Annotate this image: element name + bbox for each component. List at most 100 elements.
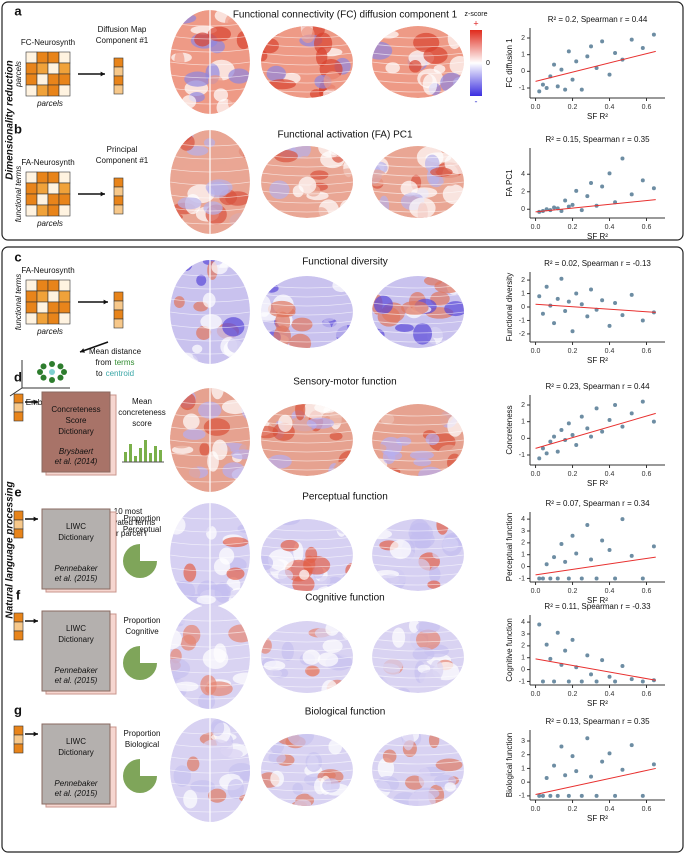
matrix-cell (58, 290, 71, 303)
point (540, 446, 545, 451)
brain-patch (313, 207, 329, 218)
brain (372, 621, 464, 693)
brain-patch (203, 739, 230, 752)
brain-patch (452, 574, 464, 591)
brain (261, 146, 353, 218)
point (600, 184, 605, 189)
brain-patch (207, 181, 229, 198)
colorbar-low: - (475, 96, 478, 106)
schematic-text: functional terms (14, 274, 23, 330)
embedding-dot (49, 377, 55, 383)
vector-cell (113, 195, 124, 206)
schematic-text: from terms (96, 358, 135, 367)
brain-patch (372, 31, 381, 40)
brain-patch (327, 146, 340, 156)
point (640, 399, 645, 404)
y-tick-label: 2 (521, 189, 525, 196)
y-tick-label: 4 (521, 619, 525, 626)
gyrus (261, 43, 353, 48)
point (537, 89, 542, 94)
schematic-span: terms (115, 358, 135, 367)
brain-patch (419, 669, 442, 688)
panel-label: f (16, 587, 21, 602)
gyrus (261, 554, 353, 559)
brain-patch (389, 539, 412, 560)
brain-patch (171, 262, 182, 279)
matrix-cell (36, 62, 49, 75)
brain (170, 10, 250, 114)
gyrus (372, 545, 464, 550)
brain (372, 404, 464, 476)
y-tick-label: 0 (521, 666, 525, 673)
point (537, 622, 542, 627)
point (579, 208, 584, 213)
matrix-cell (58, 312, 71, 325)
brain-patch (170, 605, 183, 612)
matrix-cell (25, 279, 38, 292)
arrow-head (100, 71, 105, 77)
point (600, 759, 605, 764)
point (537, 456, 542, 461)
matrix-cell (47, 182, 60, 195)
gyrus (261, 163, 353, 168)
brain-patch (321, 679, 338, 693)
y-tick-label: 1 (521, 765, 525, 772)
matrix-cell (47, 312, 60, 325)
point (629, 411, 634, 416)
embedding-dot (37, 369, 43, 375)
book (41, 508, 111, 590)
brain-patch (266, 65, 286, 82)
matrix-cell (25, 62, 38, 75)
gyrus (372, 43, 464, 48)
brain-patch (222, 537, 249, 548)
point (585, 194, 590, 199)
vector-cell (113, 177, 124, 188)
schematic-span: centroid (106, 369, 134, 378)
x-axis-label: SF R² (587, 112, 608, 121)
brain-patch (422, 74, 438, 95)
pie (123, 759, 157, 793)
brain-patch (310, 170, 329, 180)
brain-patch (343, 26, 353, 38)
gyrus (261, 439, 353, 444)
schematic-span: to (96, 369, 103, 378)
brain-patch (382, 749, 397, 764)
gyrus (372, 647, 464, 652)
brain-patch (335, 168, 353, 191)
point (589, 672, 594, 677)
point (607, 171, 612, 176)
book (41, 610, 111, 692)
brain-patch (274, 150, 298, 163)
point (566, 204, 571, 209)
x-tick-label: 0.0 (531, 104, 541, 111)
schematic-text: Pennebaker (54, 779, 97, 788)
point (544, 562, 549, 567)
matrix-cell (58, 301, 71, 314)
brain-patch (372, 169, 387, 187)
brain-patch (179, 392, 196, 411)
gyrus (372, 320, 464, 325)
matrix-cell (36, 301, 49, 314)
x-tick-label: 0.0 (531, 691, 541, 698)
brain-patch (170, 12, 197, 24)
brain-patch (425, 154, 440, 173)
panel-label: a (14, 3, 22, 18)
fit-line (535, 556, 656, 576)
matrix-cell (58, 279, 71, 292)
point (563, 648, 568, 653)
y-axis-label: Biological function (505, 733, 514, 797)
y-tick-label: 0 (521, 563, 525, 570)
schematic-text: concreteness (118, 408, 166, 417)
arrow-head (80, 348, 85, 353)
brain-patch (409, 197, 436, 218)
brain-patch (292, 687, 316, 693)
pie (123, 646, 157, 680)
gyrus (372, 656, 464, 661)
brain-patch (170, 278, 182, 292)
y-axis-label: FC diffusion 1 (505, 38, 514, 88)
gyrus (261, 181, 353, 186)
brain-patch (174, 50, 185, 72)
mini-bar (129, 444, 132, 462)
brain-patch (454, 26, 464, 36)
brain-patch (270, 770, 285, 787)
